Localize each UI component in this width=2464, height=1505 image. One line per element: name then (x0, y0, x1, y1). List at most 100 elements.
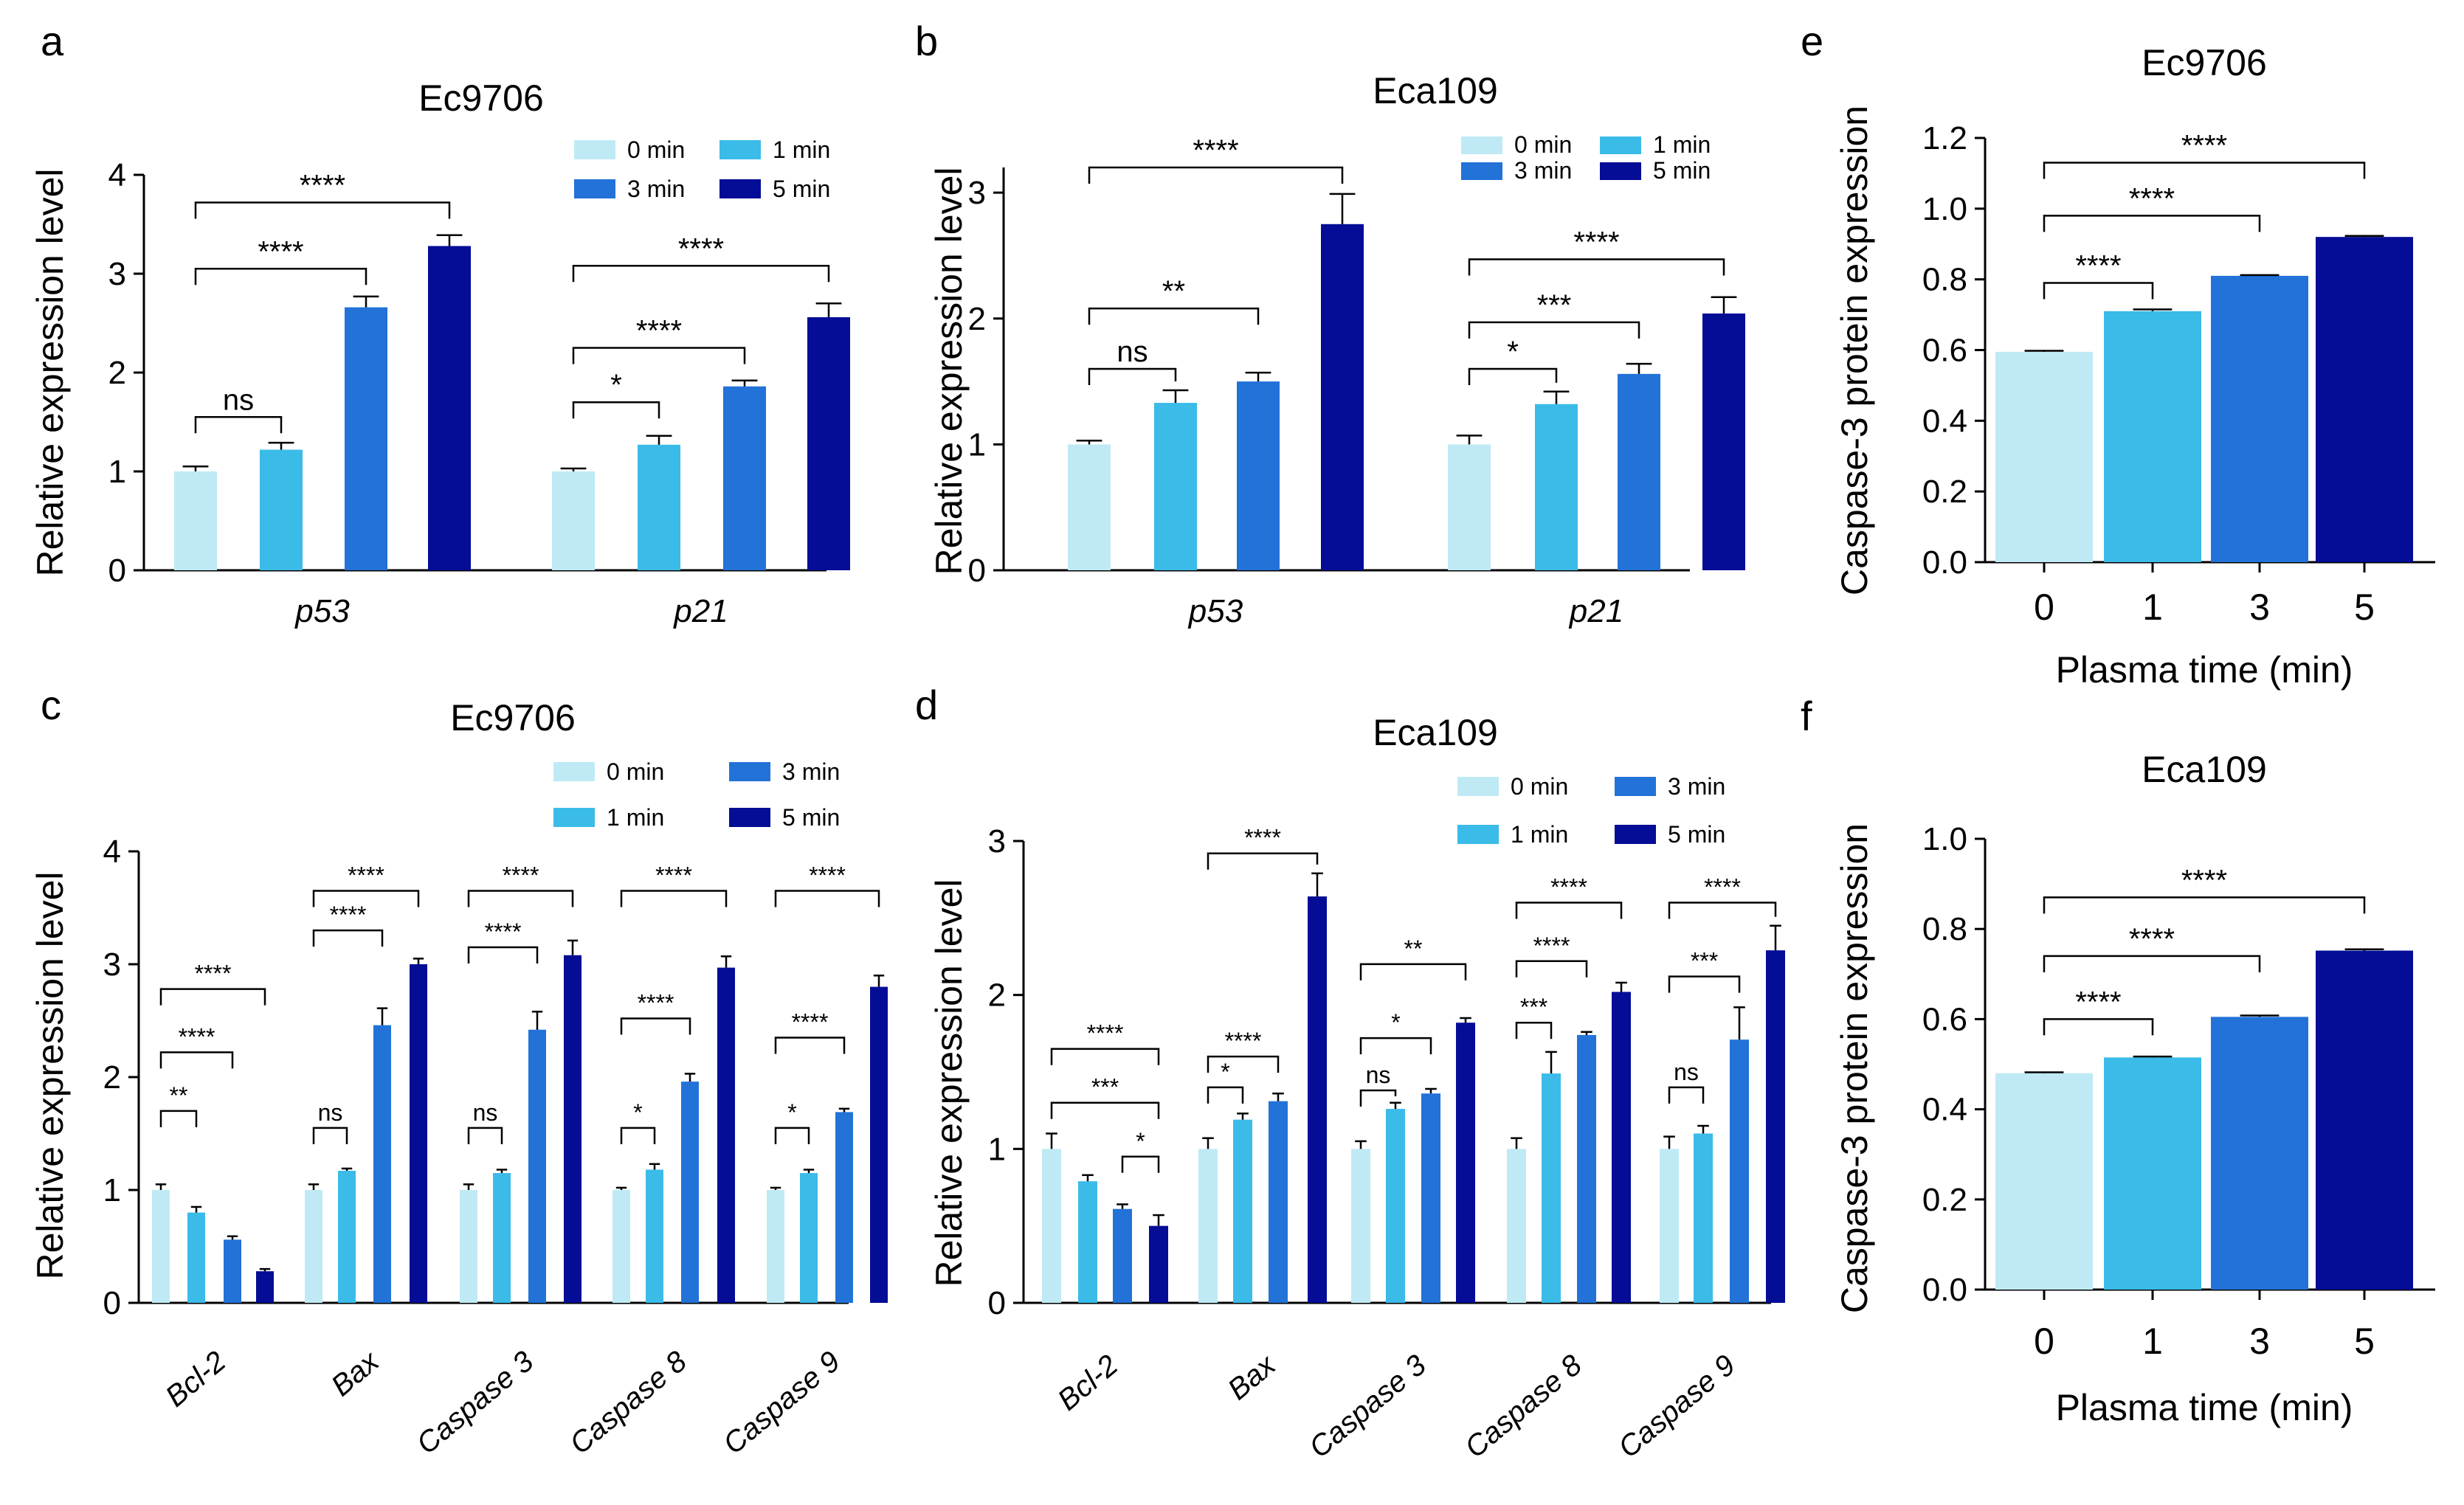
bar (2316, 237, 2413, 562)
bracket-line (312, 1127, 348, 1144)
significance-label: ns (318, 1099, 343, 1126)
significance-bracket: *** (1468, 289, 1640, 339)
bracket-line (2043, 896, 2366, 914)
x-category-label: Caspase 9 (1612, 1349, 1742, 1464)
bracket-line (2043, 215, 2261, 232)
x-category-label: Bax (325, 1344, 387, 1402)
bracket-line (1050, 1101, 1160, 1119)
significance-bracket: **** (312, 862, 420, 907)
bracket-line (194, 201, 451, 219)
significance-bracket: ** (159, 1082, 198, 1127)
x-axis-label: Plasma time (min) (2056, 649, 2353, 691)
bar (800, 1173, 818, 1303)
y-tick-label: 1.2 (1922, 120, 1967, 156)
significance-label: **** (1573, 226, 1619, 259)
significance-bracket: **** (159, 961, 266, 1006)
significance-label: **** (2181, 864, 2227, 896)
bracket-line (620, 1017, 691, 1035)
legend-swatch (1600, 136, 1641, 154)
bar (1507, 1149, 1526, 1303)
significance-label: * (1391, 1009, 1400, 1036)
significance-bracket: ns (467, 1099, 503, 1144)
panel-title: Ec9706 (2142, 42, 2267, 83)
bracket-line (194, 416, 283, 434)
significance-label: ** (1404, 935, 1423, 962)
y-tick-label: 0.0 (1922, 1272, 1967, 1308)
bracket-line (1121, 1155, 1160, 1173)
significance-label: ns (223, 384, 254, 416)
significance-label: ** (170, 1082, 188, 1109)
bar (428, 246, 471, 570)
significance-label: * (1136, 1128, 1145, 1155)
significance-bracket: ns (1668, 1059, 1705, 1104)
significance-label: **** (1704, 873, 1741, 900)
bracket-line (194, 268, 367, 286)
x-category-label: p53 (294, 593, 350, 629)
legend-swatch (729, 762, 770, 781)
bar (1068, 444, 1111, 570)
significance-label: **** (2075, 249, 2121, 282)
legend-label: 5 min (782, 804, 840, 831)
bar (870, 986, 888, 1303)
bar (1078, 1181, 1097, 1303)
bar (2211, 1017, 2308, 1290)
bracket-line (1050, 1048, 1160, 1065)
legend-label: 5 min (773, 176, 830, 202)
legend-item: 5 min (719, 176, 830, 202)
legend-swatch (1457, 825, 1499, 844)
significance-label: ** (1162, 275, 1185, 308)
bar (373, 1025, 391, 1303)
significance-bracket: * (1207, 1059, 1244, 1104)
y-axis-label: Relative expression level (928, 879, 970, 1287)
bracket-line (1668, 975, 1741, 993)
significance-label: **** (636, 315, 682, 347)
significance-bracket: * (1121, 1128, 1160, 1173)
legend-item: 0 min (1457, 773, 1568, 800)
y-tick-label: 0.8 (1922, 262, 1967, 298)
bracket-line (312, 929, 384, 947)
bar (2104, 311, 2201, 562)
y-tick-label: 2 (108, 355, 126, 391)
y-tick-label: 3 (108, 256, 126, 292)
bracket-line (1515, 960, 1588, 978)
significance-label: * (610, 369, 622, 401)
bar (1448, 444, 1491, 570)
bar (1995, 351, 2093, 562)
y-tick-label: 0.8 (1922, 911, 1967, 947)
legend-item: 1 min (719, 136, 830, 163)
bar (174, 471, 217, 570)
legend-item: 5 min (1600, 157, 1711, 184)
legend-label: 5 min (1653, 157, 1711, 184)
bracket-line (1088, 307, 1260, 325)
bar (1694, 1133, 1713, 1303)
legend-swatch (553, 808, 595, 827)
significance-label: **** (348, 862, 384, 889)
legend-item: 0 min (574, 136, 685, 163)
legend-label: 1 min (1653, 131, 1711, 158)
significance-label: **** (503, 862, 539, 889)
bracket-line (572, 265, 830, 283)
significance-bracket: **** (2043, 182, 2261, 232)
x-category-label: Bcl-2 (159, 1345, 232, 1413)
significance-label: *** (1537, 289, 1572, 322)
bracket-line (2043, 162, 2366, 179)
x-tick-label: 5 (2354, 1321, 2375, 1362)
y-tick-label: 0 (108, 553, 126, 589)
bar (1351, 1149, 1370, 1303)
panel-title: Eca109 (1373, 70, 1498, 111)
significance-label: **** (2181, 130, 2227, 162)
significance-bracket: **** (194, 170, 451, 219)
significance-bracket: **** (774, 1008, 846, 1054)
x-tick-label: 0 (2034, 587, 2054, 628)
panel-letter: f (1801, 693, 1812, 739)
legend-label: 1 min (607, 804, 664, 831)
bracket-line (467, 1127, 503, 1144)
bracket-line (2043, 282, 2154, 300)
significance-bracket: **** (1050, 1020, 1160, 1065)
bar (1308, 896, 1327, 1303)
bar (1113, 1208, 1132, 1303)
bar (1577, 1034, 1596, 1303)
significance-bracket: ns (1359, 1062, 1397, 1107)
significance-bracket: **** (1468, 226, 1725, 276)
panel-letter: e (1801, 18, 1823, 64)
